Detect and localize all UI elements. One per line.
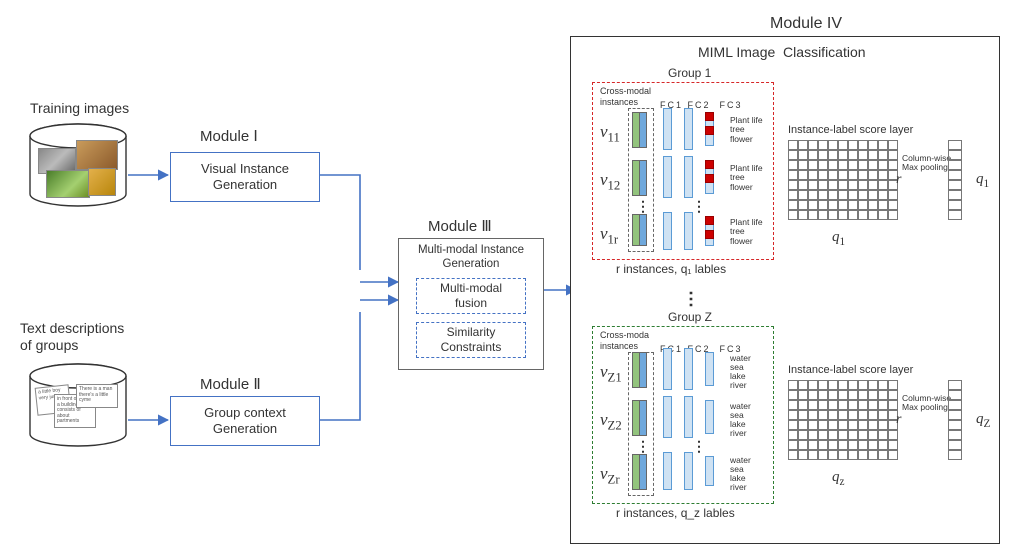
r-instances-q1: r instances, q₁ lables [616,262,726,276]
module1-title: Module Ⅰ [200,128,258,146]
vZ2-label: vZ2 [600,410,622,434]
cross-modal-label-1: Cross-modalinstances [600,86,651,108]
module2-title: Module Ⅱ [200,376,261,394]
fc1-icon [663,348,672,390]
vdots-icon: ⋮ [692,198,708,215]
score-grid-1 [788,140,898,220]
fc3-icon [705,352,714,386]
q1-axis: q1 [832,228,845,250]
fc3-icon [705,456,714,486]
output-vector-1 [948,140,962,220]
fc1-icon [663,108,672,150]
module3-sub1-text: Multi-modalfusion [440,281,502,311]
v11-label: v11 [600,122,620,146]
fc1-icon [663,156,672,198]
instance-label-score-1: Instance-label score layer [788,124,913,137]
group1-title: Group 1 [668,66,711,80]
module3-sub-fusion: Multi-modalfusion [416,278,526,314]
text-descriptions-label: Text descriptionsof groups [20,320,124,354]
r-instances-qz: r instances, q_z lables [616,506,735,520]
fc3-hot-icon [705,216,714,225]
instance-label-score-z: Instance-label score layer [788,364,913,377]
groupZ-words-1: watersealakeriver [730,354,751,390]
q1-out-label: q1 [976,170,989,192]
module2-box-text: Group contextGeneration [204,405,286,436]
fc3-hot-icon [705,126,714,135]
output-vector-z [948,380,962,460]
groupZ-words-3: watersealakeriver [730,456,751,492]
thumb-image-icon [46,170,90,198]
group1-words-1: Plant lifetreeflower [730,116,763,144]
fc3-hot-icon [705,230,714,239]
module3-sub-similarity: SimilarityConstraints [416,322,526,358]
r-axis-1: r [896,172,901,189]
qz-axis: qz [832,468,845,490]
group1-words-2: Plant lifetreeflower [730,164,763,192]
module1-box-text: Visual InstanceGeneration [201,161,289,192]
vZ1-label: vZ1 [600,362,622,386]
fc3-icon [705,400,714,434]
v12-label: v12 [600,170,620,194]
vdots-icon: ⋯ [680,290,702,310]
cross-moda-label-z: Cross-modainstances [600,330,649,352]
fc3-hot-icon [705,160,714,169]
fc2-icon [684,452,693,490]
groupZ-title: Group Z [668,310,712,324]
module4-title: Module IV [770,14,842,33]
module3-title: Module Ⅲ [428,218,492,236]
v1r-label: v1r [600,224,618,248]
thumb-image-icon [88,168,116,196]
module3-box-title: Multi-modal InstanceGeneration [406,244,536,272]
vdots-icon: ⋮ [636,438,652,455]
fc1-icon [663,396,672,438]
training-images-label: Training images [30,100,129,117]
group1-words-3: Plant lifetreeflower [730,218,763,246]
fc1-icon [663,452,672,490]
fc3-hot-icon [705,112,714,121]
module2-box: Group contextGeneration [170,396,320,446]
score-grid-z [788,380,898,460]
miml-title: MIML Image Classification [698,44,866,61]
text-card-icon: There is a manthere's a littlecyme [76,384,118,408]
module1-box: Visual InstanceGeneration [170,152,320,202]
thumb-image-icon [76,140,118,170]
vZr-label: vZr [600,464,620,488]
fc1-icon [663,212,672,250]
fc2-icon [684,212,693,250]
vdots-icon: ⋮ [692,438,708,455]
fc2-icon [684,348,693,390]
vdots-icon: ⋮ [636,198,652,215]
module3-sub2-text: SimilarityConstraints [441,325,502,355]
column-wise-1: Column-wiseMax pooling [902,154,951,173]
r-axis-z: r [896,412,901,429]
fc2-icon [684,156,693,198]
column-wise-z: Column-wiseMax pooling [902,394,951,413]
fc2-icon [684,396,693,438]
fc3-hot-icon [705,174,714,183]
groupZ-words-2: watersealakeriver [730,402,751,438]
fc2-icon [684,108,693,150]
fc-labels-1: FC1 FC2 FC3 [660,100,743,111]
qZ-out-label: qZ [976,410,990,432]
